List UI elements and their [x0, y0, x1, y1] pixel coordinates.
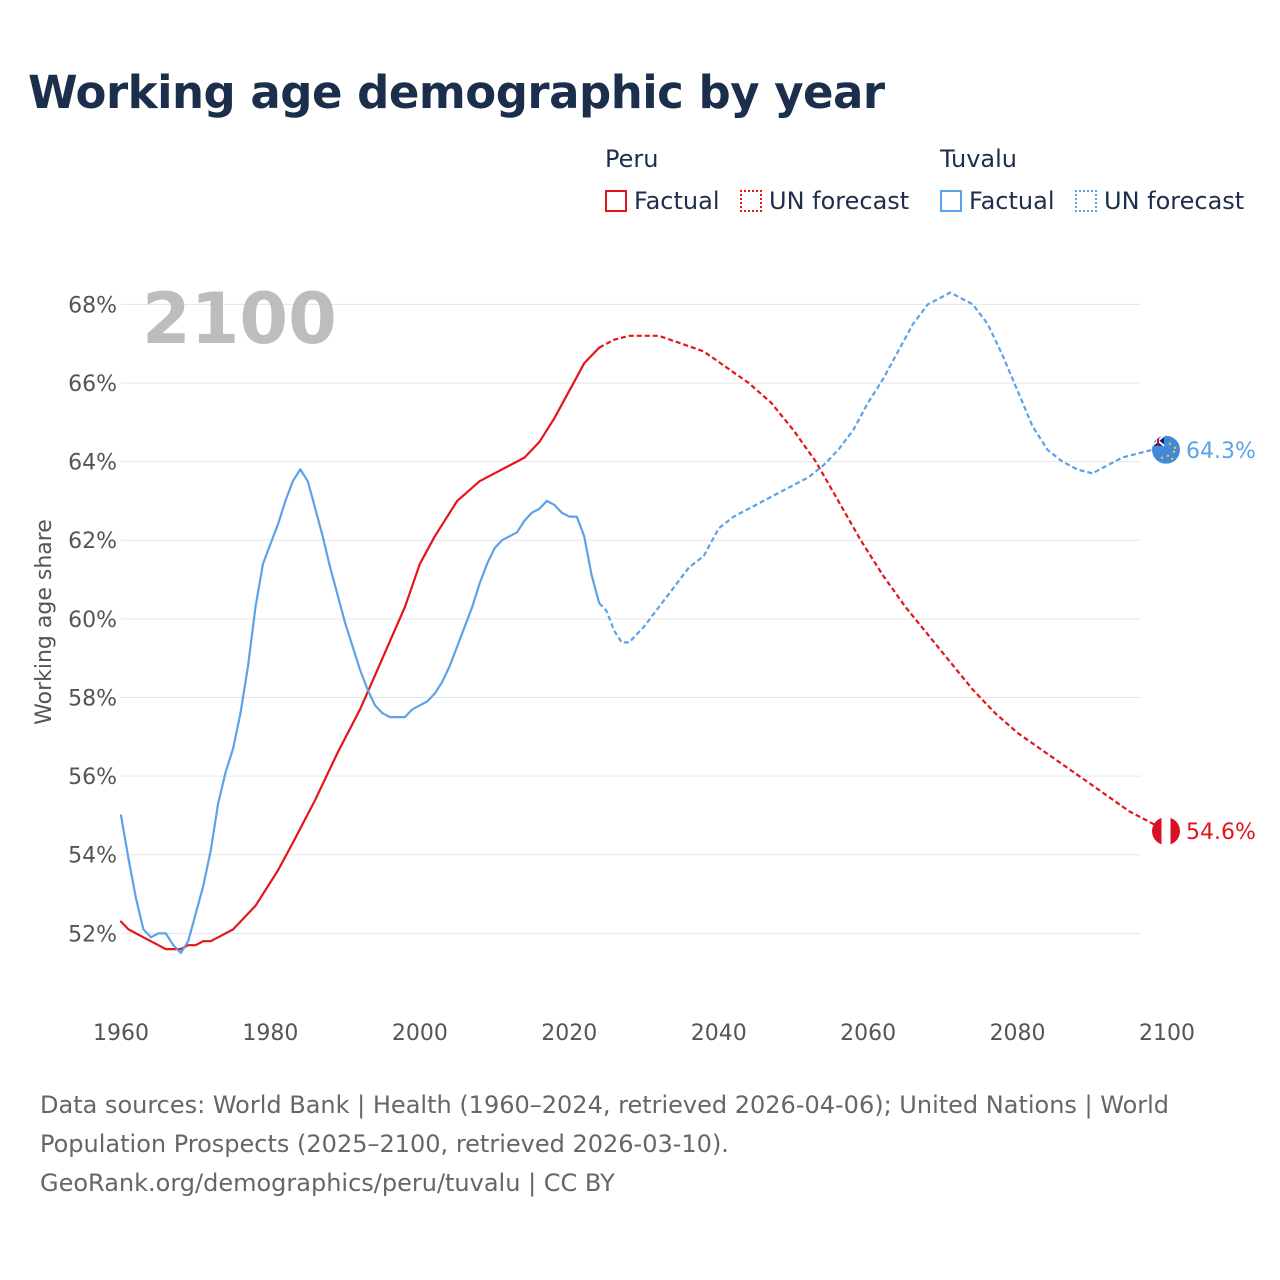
- y-tick-label: 56%: [68, 765, 117, 790]
- tuvalu-forecast-line: [598, 291, 1167, 644]
- tuvalu-flag-icon: [1152, 435, 1180, 464]
- chart-title: Working age demographic by year: [28, 66, 885, 119]
- tuvalu-end-value-label: 64.3%: [1186, 439, 1256, 464]
- x-tick-label: 1960: [93, 1021, 149, 1046]
- y-tick-label: 64%: [68, 451, 117, 476]
- x-tick-label: 1980: [242, 1021, 298, 1046]
- x-tick-label: 2080: [990, 1021, 1046, 1046]
- x-tick-label: 2000: [392, 1021, 448, 1046]
- x-tick-label: 2020: [541, 1021, 597, 1046]
- peru-forecast-line: [598, 334, 1168, 833]
- x-tick-label: 2040: [691, 1021, 747, 1046]
- y-axis-ticks: 52% 54% 56% 58% 60% 62% 64% 66% 68%: [68, 293, 117, 947]
- legend-swatch-dotted-red: [740, 190, 762, 212]
- legend-peru-factual[interactable]: Factual: [605, 187, 720, 215]
- y-tick-label: 68%: [68, 293, 117, 318]
- tuvalu-factual-line: [119, 468, 601, 955]
- series-lines: [119, 291, 1168, 955]
- y-tick-label: 60%: [68, 608, 117, 633]
- legend-peru-forecast-label: UN forecast: [769, 187, 910, 215]
- legend-tuvalu: Tuvalu Factual UN forecast: [940, 145, 1260, 225]
- y-tick-label: 62%: [68, 529, 117, 554]
- legend-swatch-dotted-blue: [1075, 190, 1097, 212]
- current-year-label: 2100: [142, 278, 337, 360]
- legend-peru-forecast[interactable]: UN forecast: [740, 187, 909, 215]
- peru-factual-line: [119, 346, 601, 951]
- x-tick-label: 2100: [1139, 1021, 1195, 1046]
- legend-tuvalu-name: Tuvalu: [940, 145, 1018, 173]
- gridlines: [121, 303, 1141, 934]
- legend-peru: Peru Factual UN forecast: [605, 145, 925, 225]
- y-tick-label: 58%: [68, 686, 117, 711]
- y-tick-label: 66%: [68, 372, 117, 397]
- series-end-markers: 54.6% 64.3%: [1152, 435, 1256, 846]
- source-text: Data sources: World Bank | Health (1960–…: [40, 1091, 1170, 1158]
- legend-tuvalu-factual[interactable]: Factual: [940, 187, 1055, 215]
- peru-end-value-label: 54.6%: [1186, 820, 1256, 845]
- tuvalu-end-marker: [1152, 435, 1180, 464]
- legend-swatch-solid-red: [605, 190, 627, 212]
- legend-tuvalu-factual-label: Factual: [969, 187, 1055, 215]
- legend-tuvalu-forecast[interactable]: UN forecast: [1075, 187, 1244, 215]
- legend-swatch-solid-blue: [940, 190, 962, 212]
- line-chart: 2100 Working age share 52% 54% 56% 58% 60% 62…: [32, 278, 1256, 1046]
- legend-peru-name: Peru: [605, 145, 659, 173]
- peru-end-marker: [1152, 817, 1180, 846]
- y-tick-label: 52%: [68, 922, 117, 947]
- legend-tuvalu-forecast-label: UN forecast: [1104, 187, 1245, 215]
- peru-flag-icon: [1152, 817, 1180, 846]
- data-source-note: Data sources: World Bank | Health (1960–…: [40, 1086, 1200, 1203]
- attribution-link[interactable]: GeoRank.org/demographics/peru/tuvalu | C…: [40, 1169, 615, 1197]
- x-axis-ticks: 1960 1980 2000 2020 2040 2060 2080 2100: [93, 1021, 1195, 1046]
- y-axis-title: Working age share: [32, 519, 57, 725]
- legend-peru-factual-label: Factual: [634, 187, 720, 215]
- x-tick-label: 2060: [840, 1021, 896, 1046]
- y-tick-label: 54%: [68, 844, 117, 869]
